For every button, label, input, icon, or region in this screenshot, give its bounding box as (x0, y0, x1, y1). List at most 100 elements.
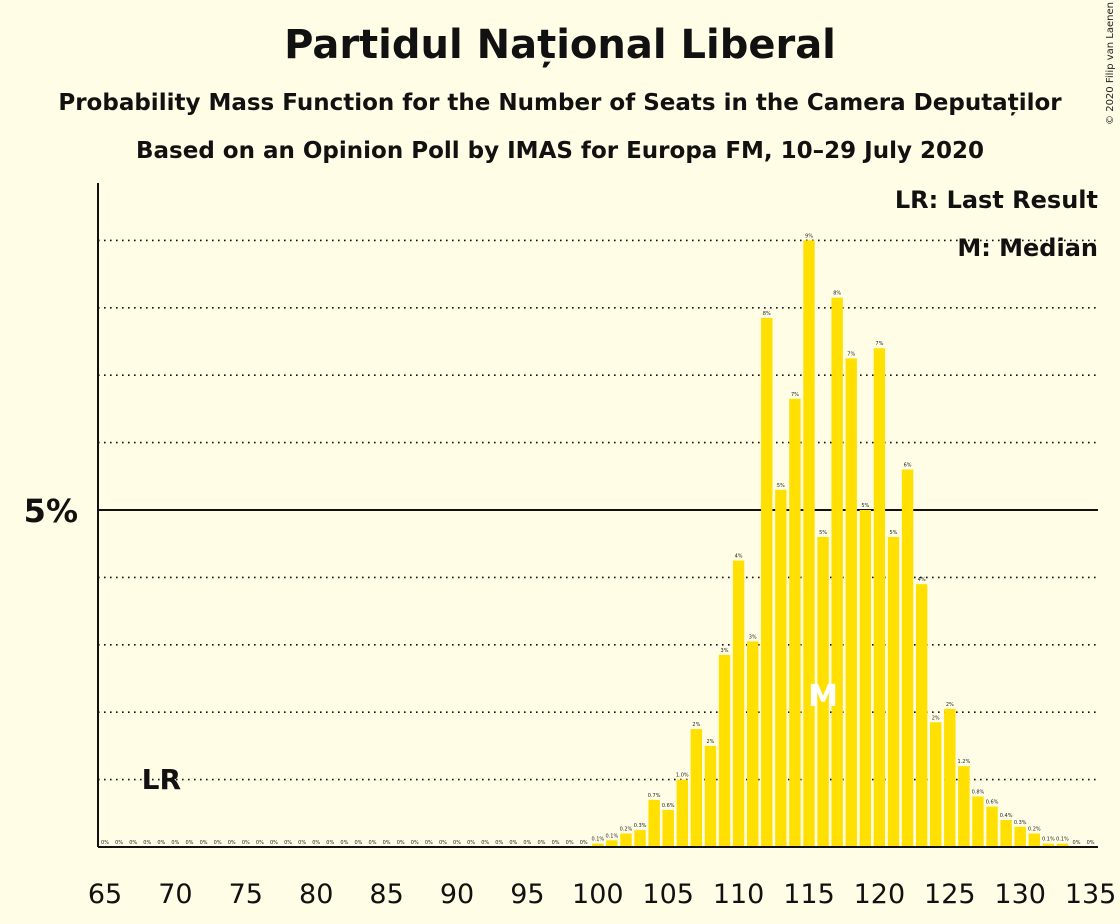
bar-label-125: 2% (946, 702, 954, 708)
bar-label-86: 0% (397, 840, 405, 846)
bar-label-105: 0.6% (662, 803, 675, 809)
chart-bar-labels: 0% 0% 0% 0% 0% 0% 0% 0% 0% 0% 0% 0% 0% 0% 0% 0% 0% 0% 0% 0%… (101, 233, 1095, 846)
bar-102 (620, 833, 632, 847)
x-tick-label: 95 (510, 879, 544, 910)
bar-label-69: 0% (157, 840, 165, 846)
bar-label-70: 0% (171, 840, 179, 846)
bar-104 (648, 799, 660, 847)
bar-label-115: 9% (805, 233, 813, 239)
bar-label-133: 0.1% (1056, 837, 1069, 843)
bar-105 (662, 809, 674, 847)
bar-108 (704, 745, 717, 847)
last-result-marker: LR (142, 763, 181, 796)
bar-label-85: 0% (383, 840, 391, 846)
bar-label-73: 0% (214, 840, 222, 846)
bar-label-82: 0% (340, 840, 348, 846)
bar-label-78: 0% (284, 840, 292, 846)
bar-132 (1042, 843, 1055, 847)
bar-label-108: 2% (706, 739, 714, 745)
bar-label-106: 1.0% (676, 773, 689, 779)
bar-label-80: 0% (312, 840, 320, 846)
bar-label-134: 0% (1073, 840, 1081, 846)
x-tick-label: 70 (158, 879, 192, 910)
bar-128 (986, 806, 998, 847)
y-tick-label-5pct: 5% (24, 492, 78, 530)
bar-label-88: 0% (425, 840, 433, 846)
chart-gridlines (98, 239, 1098, 781)
bar-label-68: 0% (143, 840, 151, 846)
bar-label-131: 0.2% (1028, 827, 1041, 833)
bar-127 (972, 796, 984, 847)
bar-label-89: 0% (439, 840, 447, 846)
x-tick-label: 135 (1065, 879, 1117, 910)
bar-label-97: 0% (552, 840, 560, 846)
bar-label-103: 0.3% (634, 823, 647, 829)
bar-131 (1028, 833, 1040, 847)
bar-125 (944, 708, 956, 847)
bar-label-77: 0% (270, 840, 278, 846)
x-tick-label: 110 (713, 879, 765, 910)
bar-122 (901, 469, 914, 847)
bar-label-117: 8% (833, 291, 841, 297)
bar-label-81: 0% (326, 840, 334, 846)
bar-label-129: 0.4% (1000, 813, 1013, 819)
bar-107 (690, 729, 703, 847)
bar-label-72: 0% (200, 840, 208, 846)
x-tick-label: 80 (299, 879, 333, 910)
bar-label-120: 7% (875, 341, 883, 347)
bar-110 (732, 560, 745, 847)
bar-label-109: 3% (721, 648, 729, 654)
chart-x-ticks: 65 70 75 80 85 90 95 100 105 110 115 120 125 130 135 (88, 879, 1117, 910)
x-tick-label: 90 (440, 879, 474, 910)
bar-label-100: 0.1% (591, 837, 604, 843)
bar-109 (718, 654, 731, 847)
bar-label-95: 0% (523, 840, 531, 846)
x-tick-label: 125 (924, 879, 976, 910)
chart-title: Partidul Național Liberal (284, 22, 836, 68)
bar-119 (859, 510, 872, 847)
bar-124 (930, 722, 942, 847)
bar-label-83: 0% (354, 840, 362, 846)
bar-label-116: 5% (819, 530, 827, 536)
bar-label-112: 8% (763, 311, 771, 317)
bar-label-110: 4% (735, 554, 743, 560)
x-tick-label: 65 (88, 879, 122, 910)
bar-117 (831, 297, 843, 847)
bar-133 (1056, 843, 1069, 847)
median-marker: M (808, 679, 838, 714)
bar-label-94: 0% (509, 840, 517, 846)
bar-label-107: 2% (692, 722, 700, 728)
bar-label-135: 0% (1087, 840, 1095, 846)
bar-118 (845, 358, 857, 847)
x-tick-label: 115 (783, 879, 835, 910)
bar-101 (606, 840, 618, 847)
chart-subtitle: Probability Mass Function for the Number… (58, 90, 1062, 116)
bar-100 (592, 843, 604, 847)
x-tick-label: 105 (642, 879, 694, 910)
bar-label-96: 0% (538, 840, 546, 846)
bar-label-119: 5% (861, 503, 869, 509)
bar-label-65: 0% (101, 840, 109, 846)
x-tick-label: 130 (994, 879, 1046, 910)
bar-113 (775, 489, 787, 847)
bar-120 (873, 348, 886, 847)
bar-label-93: 0% (495, 840, 503, 846)
bar-label-99: 0% (580, 840, 588, 846)
chart-subtitle-source: Based on an Opinion Poll by IMAS for Eur… (135, 138, 985, 164)
bar-114 (789, 398, 801, 847)
bar-116 (817, 536, 829, 847)
bar-label-113: 5% (777, 483, 785, 489)
bar-label-98: 0% (566, 840, 574, 846)
chart-bars (592, 240, 1069, 847)
bar-label-66: 0% (115, 840, 123, 846)
bar-label-76: 0% (256, 840, 264, 846)
bar-label-92: 0% (481, 840, 489, 846)
bar-label-101: 0.1% (606, 833, 619, 839)
bar-label-121: 5% (890, 530, 898, 536)
bar-label-132: 0.1% (1042, 837, 1055, 843)
bar-label-111: 3% (749, 634, 757, 640)
bar-123 (915, 584, 928, 847)
bar-126 (958, 766, 970, 847)
bar-label-114: 7% (791, 392, 799, 398)
